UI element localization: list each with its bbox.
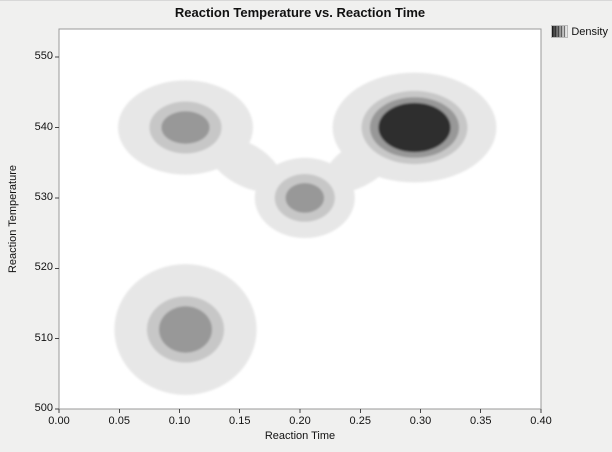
- density-legend[interactable]: Density: [551, 25, 608, 38]
- contour-ring: [159, 306, 212, 353]
- x-tick-label: 0.10: [168, 415, 191, 427]
- density-contours: [114, 72, 497, 395]
- contour-ring: [207, 136, 282, 192]
- density-gradient-icon: [551, 25, 569, 38]
- x-tick-label: 0.35: [470, 415, 492, 427]
- contour-ring: [161, 111, 210, 144]
- contour-ring: [378, 102, 451, 153]
- x-tick-label: 0.40: [530, 415, 552, 427]
- y-tick-label: 520: [34, 261, 53, 274]
- y-axis-title: Reaction Temperature: [7, 164, 19, 274]
- x-tick-label: 0.05: [108, 415, 130, 427]
- contour-ring: [285, 183, 325, 213]
- y-tick-label: 550: [34, 50, 53, 63]
- x-axis-title: Reaction Time: [264, 430, 336, 442]
- density-legend-label: Density: [571, 25, 608, 38]
- x-tick-label: 0.00: [48, 415, 70, 427]
- y-tick-label: 510: [34, 331, 53, 344]
- chart-title: Reaction Temperature vs. Reaction Time: [174, 5, 426, 20]
- x-tick-label: 0.25: [349, 415, 371, 427]
- y-tick-label: 530: [34, 190, 53, 203]
- x-tick-label: 0.20: [289, 415, 311, 427]
- x-tick-label: 0.15: [229, 415, 251, 427]
- y-tick-label: 540: [34, 120, 53, 133]
- x-tick-label: 0.30: [409, 415, 432, 427]
- y-tick-label: 500: [34, 402, 53, 414]
